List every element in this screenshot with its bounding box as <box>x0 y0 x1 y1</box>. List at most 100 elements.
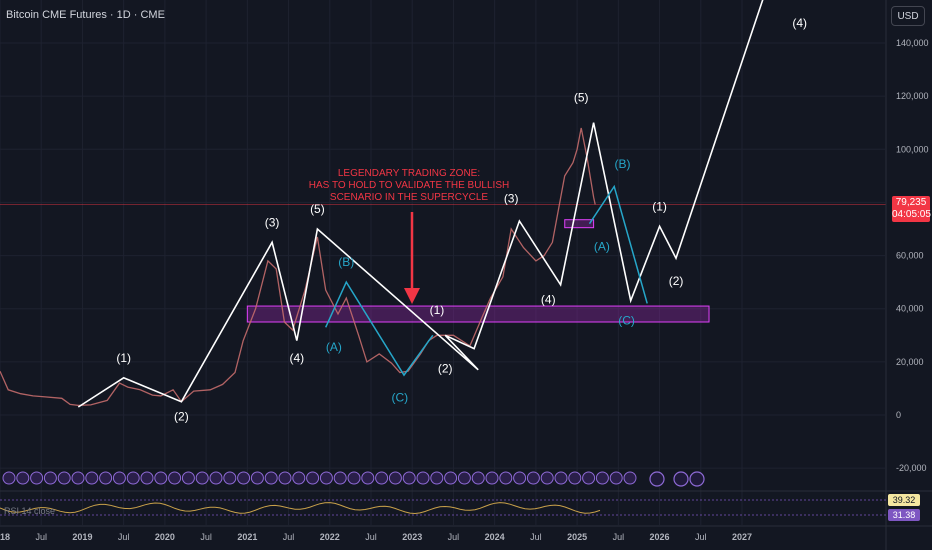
impulse-wave-path <box>77 0 764 408</box>
price-value: 79,235 <box>895 197 927 208</box>
wave-labels: (1) (2) (3) (4) (5) (B) (A) (C) (1) (2) (3) (4) (5) (… <box>116 16 807 423</box>
wave-label: (B) <box>338 255 354 269</box>
event-marker[interactable] <box>416 471 430 485</box>
event-marker[interactable] <box>375 471 389 485</box>
chart-title: Bitcoin CME Futures · 1D · CME <box>6 9 165 21</box>
event-marker[interactable] <box>99 471 113 485</box>
event-marker[interactable] <box>361 471 375 485</box>
event-marker[interactable] <box>582 471 596 485</box>
rsi-label: RSI 14 close <box>4 506 56 516</box>
event-marker[interactable] <box>168 471 182 485</box>
event-marker[interactable] <box>71 471 85 485</box>
event-marker[interactable] <box>264 471 278 485</box>
event-marker[interactable] <box>333 471 347 485</box>
x-tick-label: Jul <box>365 532 377 542</box>
x-tick-label: Jul <box>613 532 625 542</box>
annotation-arrow-head <box>404 288 420 304</box>
x-tick-label: 2026 <box>650 532 670 542</box>
x-tick-label: 2025 <box>567 532 587 542</box>
rsi-value-b: 31.38 <box>888 509 920 521</box>
wave-label: (4) <box>792 16 807 30</box>
rsi-value-a: 39.32 <box>888 494 920 506</box>
annotation-line: LEGENDARY TRADING ZONE: <box>338 168 480 179</box>
event-marker[interactable] <box>181 471 195 485</box>
event-marker[interactable] <box>595 471 609 485</box>
x-tick-label: Jul <box>35 532 47 542</box>
event-marker[interactable] <box>471 471 485 485</box>
y-tick-label: 100,000 <box>896 144 929 154</box>
event-marker[interactable] <box>292 471 306 485</box>
future-event-marker[interactable] <box>673 471 689 487</box>
event-marker[interactable] <box>513 471 527 485</box>
event-markers[interactable] <box>2 471 705 487</box>
y-tick-label: 20,000 <box>896 357 924 367</box>
wave-label: (C) <box>618 314 635 328</box>
currency-button[interactable]: USD <box>891 6 925 26</box>
wave-label: (A) <box>594 239 610 253</box>
event-marker[interactable] <box>540 471 554 485</box>
event-marker[interactable] <box>444 471 458 485</box>
y-tick-label: -20,000 <box>896 463 927 473</box>
event-marker[interactable] <box>30 471 44 485</box>
y-tick-label: 120,000 <box>896 91 929 101</box>
wave-label: (C) <box>392 391 409 405</box>
price-tag: 79,235 04:05:05 <box>892 196 931 222</box>
event-marker[interactable] <box>85 471 99 485</box>
y-tick-label: 40,000 <box>896 304 924 314</box>
event-marker[interactable] <box>237 471 251 485</box>
annotation: LEGENDARY TRADING ZONE:HAS TO HOLD TO VA… <box>309 168 509 304</box>
event-marker[interactable] <box>57 471 71 485</box>
annotation-line: HAS TO HOLD TO VALIDATE THE BULLISH <box>309 180 509 191</box>
grid <box>0 0 886 525</box>
event-marker[interactable] <box>209 471 223 485</box>
event-marker[interactable] <box>112 471 126 485</box>
event-marker[interactable] <box>16 471 30 485</box>
event-marker[interactable] <box>154 471 168 485</box>
event-marker[interactable] <box>278 471 292 485</box>
event-marker[interactable] <box>388 471 402 485</box>
y-tick-label: 0 <box>896 410 901 420</box>
x-tick-label: 2022 <box>320 532 340 542</box>
wave-label: (A) <box>326 340 342 354</box>
event-marker[interactable] <box>568 471 582 485</box>
event-marker[interactable] <box>2 471 16 485</box>
price-countdown: 04:05:05 <box>892 209 931 220</box>
event-marker[interactable] <box>195 471 209 485</box>
event-marker[interactable] <box>485 471 499 485</box>
wave-label: (2) <box>438 361 453 375</box>
event-marker[interactable] <box>554 471 568 485</box>
event-marker[interactable] <box>609 471 623 485</box>
wave-label: (3) <box>265 215 280 229</box>
rsi-line <box>0 502 601 515</box>
event-marker[interactable] <box>347 471 361 485</box>
event-marker[interactable] <box>306 471 320 485</box>
corrective-wave-path <box>325 280 434 377</box>
support-zone <box>564 219 595 229</box>
x-tick-label: 2018 <box>0 532 10 542</box>
x-tick-label: 2024 <box>485 532 505 542</box>
event-marker[interactable] <box>402 471 416 485</box>
event-marker[interactable] <box>250 471 264 485</box>
event-marker[interactable] <box>526 471 540 485</box>
event-marker[interactable] <box>126 471 140 485</box>
wave-label: (5) <box>574 90 589 104</box>
x-tick-label: 2020 <box>155 532 175 542</box>
future-event-marker[interactable] <box>689 471 705 487</box>
event-marker[interactable] <box>430 471 444 485</box>
event-marker[interactable] <box>319 471 333 485</box>
x-tick-label: 2023 <box>402 532 422 542</box>
price-series <box>0 127 596 407</box>
wave-label: (2) <box>174 409 189 423</box>
event-marker[interactable] <box>457 471 471 485</box>
x-tick-label: 2027 <box>732 532 752 542</box>
event-marker[interactable] <box>223 471 237 485</box>
event-marker[interactable] <box>499 471 513 485</box>
x-tick-label: Jul <box>283 532 295 542</box>
event-marker[interactable] <box>140 471 154 485</box>
event-marker[interactable] <box>43 471 57 485</box>
future-event-marker[interactable] <box>649 471 665 487</box>
event-marker[interactable] <box>623 471 637 485</box>
annotation-line: SCENARIO IN THE SUPERCYCLE <box>330 192 489 203</box>
